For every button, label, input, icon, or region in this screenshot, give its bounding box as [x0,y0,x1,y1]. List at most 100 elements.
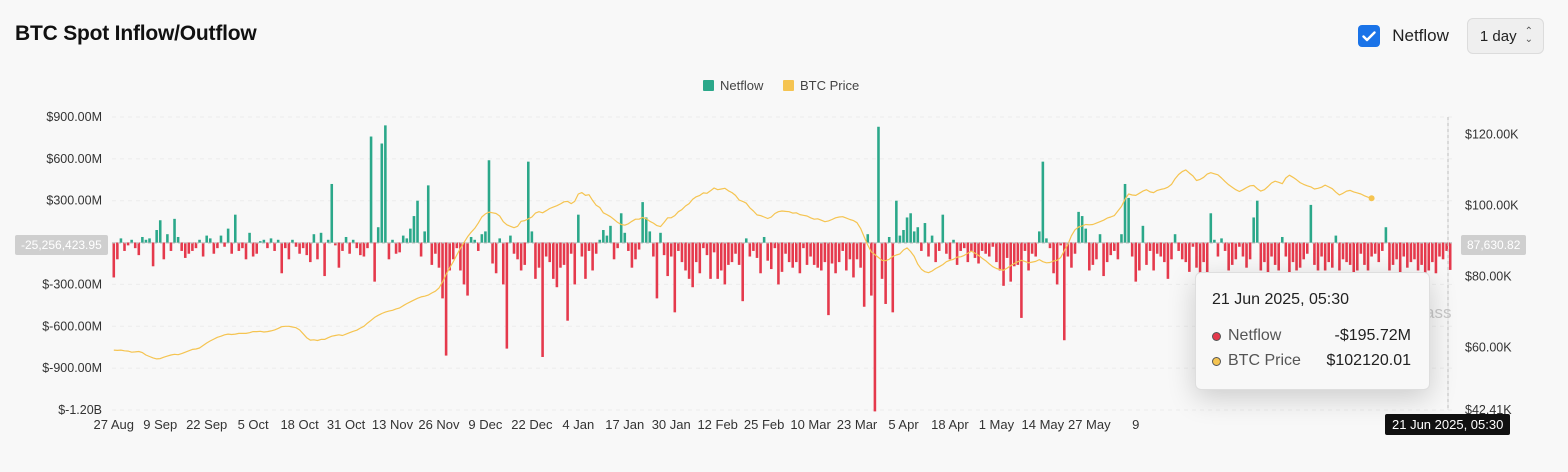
right-tick-label: $100.00K [1465,199,1519,213]
btc-price-line [113,169,1372,360]
netflow-bar [355,242,359,249]
netflow-bar [1102,242,1105,277]
netflow-bar [1291,242,1295,263]
netflow-bar [1298,242,1302,268]
netflow-bar [630,242,634,268]
netflow-bar [1105,242,1109,263]
x-tick-label: 22 Sep [186,417,227,432]
netflow-bar [605,235,609,243]
netflow-bar [1037,231,1041,243]
netflow-bar [1381,242,1384,251]
netflow-bar [1009,242,1012,282]
netflow-bar [530,231,534,243]
netflow-bar [326,239,330,243]
netflow-bar [734,242,737,254]
netflow-bar [1288,242,1291,274]
netflow-bar [1048,242,1052,249]
netflow-bar [1398,242,1402,279]
netflow-bar [1063,242,1066,341]
netflow-bar [491,242,494,264]
x-tick-label: 23 Mar [837,417,878,432]
netflow-bar [137,242,141,256]
netflow-bar [301,242,305,249]
netflow-bar [1155,242,1159,254]
netflow-bar [573,242,577,285]
netflow-bar [1259,242,1263,271]
legend-swatch-0 [703,80,714,91]
netflow-bar [348,242,351,254]
netflow-bar [548,242,552,263]
netflow-bar [112,242,116,278]
netflow-bar [462,242,466,285]
netflow-bar [437,242,441,268]
netflow-checkbox-label[interactable]: Netflow [1392,26,1449,45]
netflow-bar [984,242,987,254]
netflow-bar [1134,242,1138,282]
netflow-bar [552,242,555,279]
netflow-bar [362,242,366,257]
netflow-bar [1248,242,1252,260]
interval-select[interactable]: 1 day ⌃ ⌄ [1466,18,1544,54]
netflow-bar [1002,242,1005,286]
x-tick-label: 9 [1132,417,1139,432]
netflow-bar [1205,242,1209,279]
netflow-bars [112,125,1452,412]
netflow-bar [1448,242,1452,270]
netflow-bar [1070,242,1073,268]
x-tick-label: 9 Sep [143,417,177,432]
netflow-bar [1120,234,1123,243]
netflow-bar [1209,213,1213,243]
netflow-bar [805,242,809,265]
netflow-bar [1152,242,1155,271]
netflow-bar [487,160,491,243]
netflow-bar [744,238,748,243]
legend-label-1: BTC Price [800,78,859,93]
netflow-bar [1127,197,1130,243]
chart-tooltip: 21 Jun 2025, 05:30 Netflow -$195.72M BTC… [1195,272,1430,390]
netflow-bar [330,183,334,243]
netflow-bar [1384,227,1388,243]
netflow-bar [312,234,316,243]
netflow-bar [598,239,602,243]
netflow-bar [319,232,323,243]
crosshair-right-value: 87,630.82 [1461,235,1527,255]
netflow-bar [1413,242,1416,260]
netflow-bar [466,242,469,296]
right-tick-label: $42.41K [1465,403,1512,417]
netflow-bar [144,239,148,243]
netflow-bar [730,242,734,263]
netflow-bar [151,242,155,267]
netflow-bar [973,242,977,258]
netflow-bar [162,242,166,260]
netflow-bar [898,235,902,243]
netflow-bar [612,242,616,260]
netflow-bar [359,242,362,256]
netflow-bar [1420,242,1423,265]
netflow-bar [126,242,130,246]
netflow-bar [1327,242,1331,263]
netflow-bar [1213,239,1216,243]
netflow-bar [1191,242,1195,247]
netflow-bar [1130,242,1134,257]
netflow-bar [294,242,298,247]
netflow-bar [809,242,812,257]
x-tick-label: 27 May [1068,417,1111,432]
netflow-bar [527,161,530,243]
netflow-bar [519,242,523,271]
left-tick-label: $-1.20B [58,403,102,417]
netflow-bar [233,214,237,243]
netflow-bar [741,242,744,302]
netflow-bar [276,239,280,243]
x-tick-label: 31 Oct [327,417,366,432]
netflow-bar [995,242,998,263]
netflow-bar [627,242,630,251]
netflow-bar [1163,242,1166,263]
netflow-bar [183,242,187,258]
netflow-bar [1234,242,1238,260]
netflow-checkbox[interactable] [1358,25,1381,47]
netflow-bar [1005,242,1009,258]
netflow-bar [1391,242,1395,265]
netflow-bar [187,242,191,254]
netflow-bar [1027,242,1030,271]
